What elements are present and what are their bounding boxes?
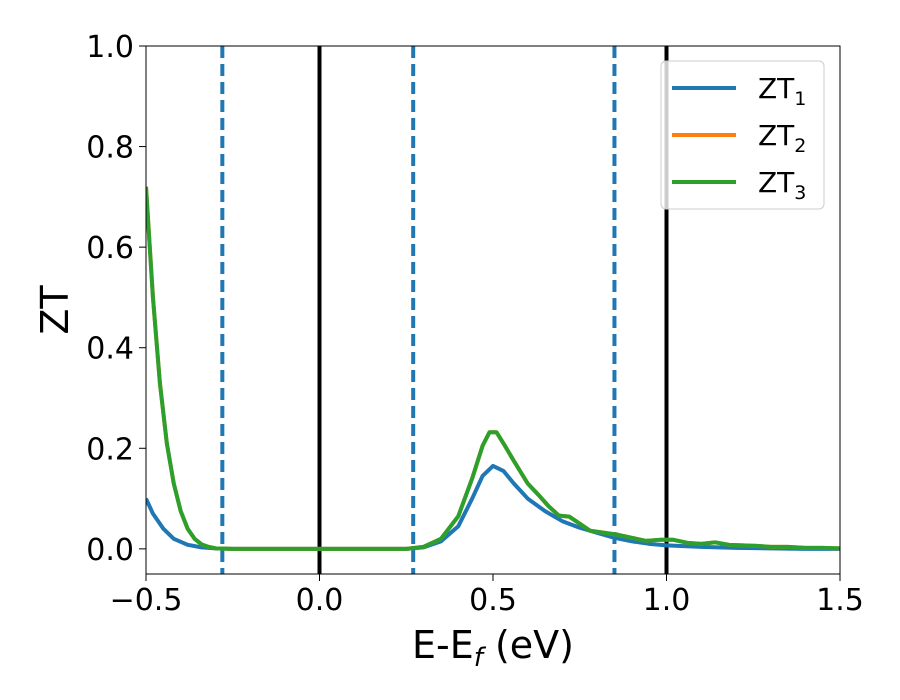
y-tick-label: 0.6 bbox=[86, 231, 134, 266]
series-line-zt1 bbox=[146, 463, 840, 551]
legend-frame bbox=[660, 60, 825, 210]
legend-entry-zt1: ZT1 bbox=[758, 72, 806, 110]
series-line-zt3 bbox=[146, 186, 840, 551]
x-axis-label: E-Ef (eV) bbox=[412, 623, 574, 673]
legend-entry-zt3: ZT3 bbox=[758, 166, 806, 204]
x-tick-label: 1.0 bbox=[643, 583, 691, 618]
y-axis-ticks: 0.0 0.2 0.4 0.6 0.8 1.0 bbox=[86, 30, 146, 568]
y-axis-label: ZT bbox=[33, 285, 77, 335]
x-tick-label: 0.0 bbox=[296, 583, 344, 618]
y-tick-label: 0.8 bbox=[86, 131, 134, 166]
series-line-zt2 bbox=[146, 186, 840, 551]
y-tick-label: 0.0 bbox=[86, 533, 134, 568]
x-axis-label-main: E-E bbox=[412, 623, 474, 667]
legend: ZT1 ZT2 ZT3 bbox=[660, 60, 825, 210]
reference-lines bbox=[220, 46, 669, 574]
x-tick-label: −0.5 bbox=[110, 583, 183, 618]
y-tick-label: 0.4 bbox=[86, 332, 134, 367]
x-axis-label-unit: (eV) bbox=[483, 623, 574, 667]
x-axis-ticks: −0.5 0.0 0.5 1.0 1.5 bbox=[110, 574, 864, 618]
y-tick-label: 1.0 bbox=[86, 30, 134, 65]
x-tick-label: 0.5 bbox=[469, 583, 517, 618]
legend-entry-zt2: ZT2 bbox=[758, 119, 806, 157]
y-tick-label: 0.2 bbox=[86, 432, 134, 467]
x-tick-label: 1.5 bbox=[816, 583, 864, 618]
series-lines bbox=[146, 186, 840, 551]
